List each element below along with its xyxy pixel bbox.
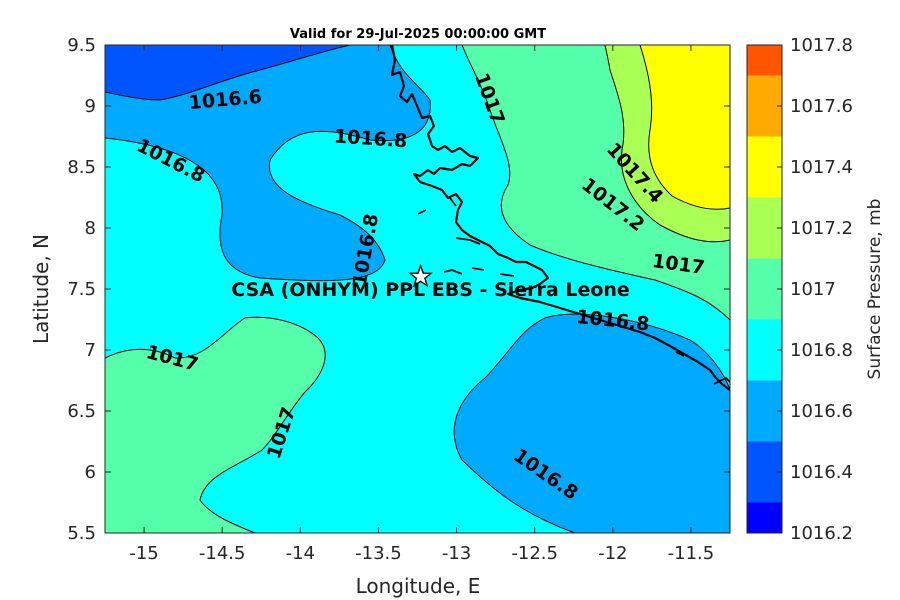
colorbar: 1016.2 1016.4 1016.6 1016.8 1017 1017.2 1017.4… (746, 35, 853, 544)
pressure-region-1017-4-east (639, 45, 730, 210)
x-tick-label: -13.5 (355, 543, 402, 564)
coastline-islands (417, 197, 730, 385)
x-tick-label: -14 (286, 543, 315, 564)
x-tick-label: -12.5 (511, 543, 558, 564)
x-tick-label: -15 (129, 543, 158, 564)
colorbar-tick-label: 1016.4 (790, 462, 853, 483)
colorbar-swatch (747, 75, 782, 137)
colorbar-tick-label: 1017 (790, 279, 836, 300)
pressure-region-1016-6-southeast (453, 313, 730, 533)
x-axis-label: Longitude, E (356, 574, 481, 598)
pressure-region-1017-southwest (105, 316, 326, 533)
colorbar-swatch (747, 319, 782, 381)
y-tick-label: 9 (85, 96, 96, 117)
colorbar-swatch (747, 136, 782, 198)
colorbar-tick-label: 1017.6 (790, 96, 853, 117)
colorbar-tick-label: 1017.4 (790, 157, 853, 178)
x-tick-label: -13 (442, 543, 471, 564)
y-axis: 5.5 6 6.5 7 7.5 8 8.5 9 9.5 (67, 35, 730, 544)
colorbar-swatch (747, 502, 782, 533)
x-tick-label: -14.5 (199, 543, 246, 564)
colorbar-swatch (747, 258, 782, 320)
y-tick-label: 7 (85, 340, 96, 361)
contour-label: 1016.8 (333, 125, 408, 152)
map-plot-area (105, 45, 730, 533)
colorbar-tick-label: 1016.2 (790, 523, 853, 544)
coastline (390, 45, 730, 391)
y-axis-label: Latitude, N (29, 234, 53, 344)
y-tick-label: 8 (85, 218, 96, 239)
colorbar-tick-label: 1016.6 (790, 401, 853, 422)
colorbar-label: Surface Pressure, mb (865, 199, 885, 380)
colorbar-swatch (747, 441, 782, 503)
y-tick-label: 6 (85, 462, 96, 483)
colorbar-tick-label: 1017.2 (790, 218, 853, 239)
colorbar-swatch (747, 380, 782, 442)
pressure-region-1016-4-northwest (105, 45, 351, 101)
chart-title: Valid for 29-Jul-2025 00:00:00 GMT (290, 27, 546, 42)
y-tick-label: 9.5 (67, 35, 96, 56)
colorbar-tick-label: 1016.8 (790, 340, 853, 361)
y-tick-label: 8.5 (67, 157, 96, 178)
y-tick-label: 7.5 (67, 279, 96, 300)
x-axis: -15 -14.5 -14 -13.5 -13 -12.5 -12 -11.5 (129, 45, 714, 564)
colorbar-swatch (747, 197, 782, 259)
x-tick-label: -12 (598, 543, 627, 564)
colorbar-swatch (747, 45, 782, 76)
colorbar-tick-label: 1017.8 (790, 35, 853, 56)
star-icon (408, 263, 434, 288)
station-label: CSA (ONHYM) PPL EBS - Sierra Leone (231, 279, 629, 301)
pressure-region-1016-6-northwest (105, 45, 431, 282)
y-tick-label: 5.5 (67, 523, 96, 544)
y-tick-label: 6.5 (67, 401, 96, 422)
station-marker: CSA (ONHYM) PPL EBS - Sierra Leone (231, 263, 630, 301)
x-tick-label: -11.5 (668, 543, 715, 564)
